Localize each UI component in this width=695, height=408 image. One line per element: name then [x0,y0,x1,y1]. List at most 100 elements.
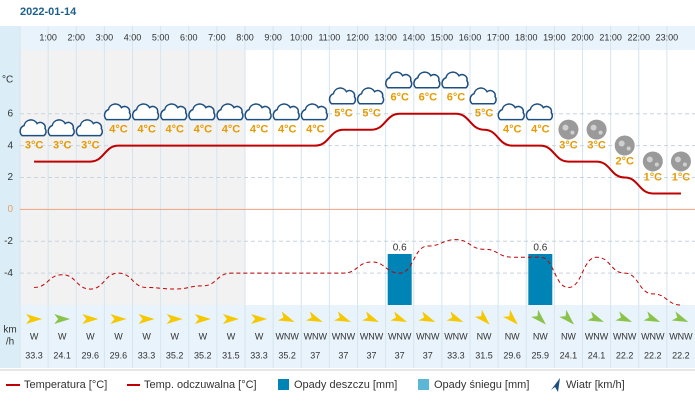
weather-icon [469,87,497,105]
weather-icon [385,71,413,89]
weather-icon [328,87,357,105]
bar-label: 0.6 [533,243,547,254]
cloud-icon [103,103,132,121]
cloud-icon [131,103,160,121]
wind-arrow [334,311,351,323]
wind-arrow [138,314,155,324]
wind-speed: 33.3 [250,350,268,360]
cloud-icon [525,103,554,121]
wind-direction: NW [477,331,492,341]
x-tick-label: 18:00 [515,32,538,42]
wind-speed: 37 [338,350,348,360]
weather-icon [103,103,132,121]
wind-arrow [559,309,575,325]
moon-crater [562,124,569,131]
wind-arrow [587,311,604,323]
rain-bar [528,254,553,305]
cloud-icon [160,103,188,121]
x-tick-label: 4:00 [124,32,142,42]
wind-direction: W [142,331,151,341]
rain-bar [387,254,412,305]
wind-unit: km [3,325,16,336]
temp-label: 4°C [306,124,325,136]
wind-speed: 29.6 [110,350,128,360]
bar-label: 0.6 [393,243,407,254]
wind-direction: W [114,331,123,341]
wind-direction: W [86,331,95,341]
cloud-icon [75,119,104,137]
weather-icon [75,119,104,137]
x-tick-label: 9:00 [264,32,282,42]
wind-unit: /h [6,337,14,348]
y-tick-label: 6 [7,108,13,119]
wind-speed: 25.9 [532,350,550,360]
weather-icon [670,151,691,172]
wind-direction: WNW [304,331,328,341]
weather-icon [642,151,663,172]
wind-direction: WNW [585,331,609,341]
y-tick-label: 0 [7,204,13,215]
legend-label: Opady śniegu [mm] [434,379,529,391]
temp-label: 5°C [475,108,494,120]
temp-label: 6°C [447,92,466,104]
wind-direction: W [58,331,67,341]
x-tick-label: 5:00 [152,32,170,42]
wind-speed: 29.6 [82,350,100,360]
x-tick-label: 15:00 [431,32,454,42]
temp-label: 4°C [278,124,297,136]
wind-direction: WNW [613,331,637,341]
wind-arrow [531,309,546,325]
cloud-icon [413,71,441,89]
moon-crater [654,162,659,167]
moon-icon [642,151,663,172]
temp-label: 3°C [559,139,578,151]
x-tick-label: 11:00 [318,32,340,42]
cloud-icon [272,103,300,121]
wind-arrow [362,311,379,323]
weather-icon [586,119,607,140]
legend-label: Temp. odczuwalna [°C] [144,379,257,391]
weather-icon [413,71,441,89]
weather-icon [131,103,160,121]
wind-arrow [502,309,518,325]
cloud-icon [188,103,216,121]
x-tick-label: 17:00 [487,32,510,42]
temp-label: 6°C [390,92,409,104]
temp-label: 4°C [531,124,550,136]
wind-speed: 31.5 [222,350,240,360]
wind-arrow [306,311,323,323]
axis-band [0,26,20,368]
wind-arrow [222,314,239,324]
temp-label: 2°C [615,155,634,167]
weather-icon [356,87,385,105]
x-tick-label: 19:00 [543,32,566,42]
y-unit: °C [2,75,13,86]
x-tick-label: 8:00 [236,32,254,42]
weather-icon [441,71,469,89]
temp-label: 4°C [194,124,213,136]
cloud-icon [19,119,47,137]
moon-crater [598,130,603,135]
wind-speed: 35.2 [194,350,212,360]
wind-arrow [643,311,661,323]
temp-label: 4°C [165,124,184,136]
wind-speed: 33.3 [25,350,43,360]
moon-icon [614,135,635,156]
temp-label: 3°C [81,139,100,151]
weather-icon [300,103,329,121]
moon-crater [682,162,687,167]
y-tick-label: -2 [4,236,13,247]
moon-crater [646,156,653,163]
temp-label: 1°C [672,171,691,183]
wind-speed: 24.1 [53,350,71,360]
wind-speed: 22.2 [644,350,662,360]
wind-arrow [166,314,183,324]
weather-icon [558,119,579,140]
wind-speed: 37 [395,350,405,360]
wind-speed: 33.3 [447,350,465,360]
cloud-icon [244,103,272,121]
wind-arrow [277,311,295,323]
legend-swatch [551,378,560,392]
weather-icon [216,103,244,121]
